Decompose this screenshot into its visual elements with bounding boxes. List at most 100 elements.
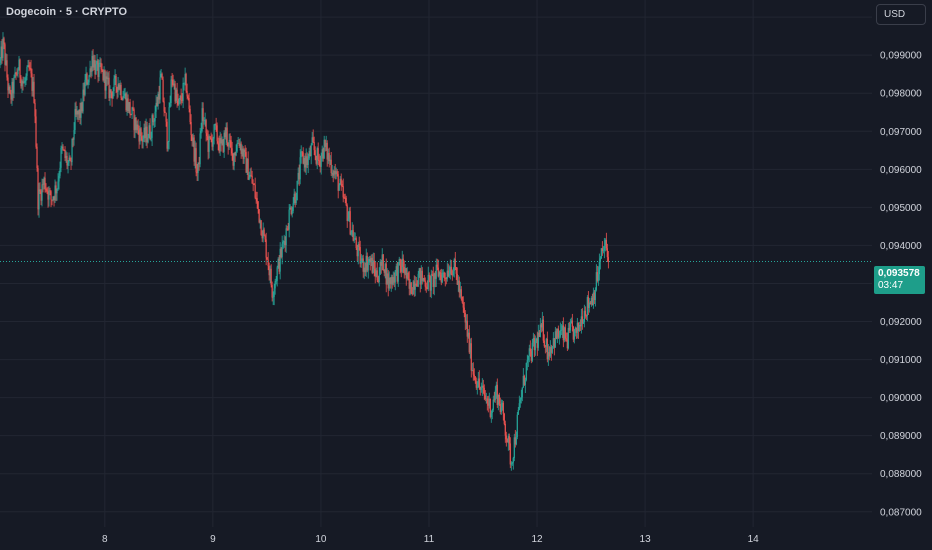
candle-body (5, 60, 7, 65)
candle-body (492, 399, 494, 410)
candle-body (123, 95, 125, 98)
candle-body (166, 121, 168, 149)
candle-body (99, 62, 101, 64)
candle-body (100, 62, 102, 70)
candle-body (482, 385, 484, 388)
candle-body (603, 245, 605, 251)
candle-body (480, 387, 482, 390)
candle-body (98, 63, 100, 78)
candle-body (328, 153, 330, 162)
y-tick-label: 0,096000 (880, 165, 922, 176)
candle-body (537, 332, 539, 348)
candle-body (146, 126, 148, 143)
candle-body (355, 238, 357, 249)
candle-body (484, 395, 486, 399)
candle-body (479, 387, 481, 390)
candle-body (497, 394, 499, 405)
candle-body (154, 111, 156, 122)
candle-body (48, 190, 50, 200)
candle-body (495, 384, 497, 391)
candle-body (37, 168, 39, 210)
candle-body (163, 101, 165, 112)
candle-body (143, 127, 145, 139)
candle-body (182, 83, 184, 101)
candle-body (428, 274, 430, 276)
candle-body (142, 138, 144, 142)
candle-body (302, 152, 304, 164)
candle-body (373, 260, 375, 269)
candle-body (512, 458, 514, 463)
candle-body (135, 117, 137, 130)
candle-body (389, 277, 391, 285)
candle-body (376, 270, 378, 281)
candle-body (499, 403, 501, 413)
candle-body (315, 156, 317, 164)
candle-body (167, 141, 169, 149)
candle-body (298, 172, 300, 180)
candle-body (183, 82, 185, 84)
candle-body (128, 102, 130, 112)
candle-body (161, 73, 163, 80)
candle-body (357, 244, 359, 257)
candle-body (133, 109, 135, 131)
candle-body (71, 138, 73, 163)
candle-body (132, 107, 134, 110)
candle-body (82, 89, 84, 112)
candle-body (58, 175, 60, 182)
candle-body (254, 184, 256, 198)
candle-body (285, 228, 287, 246)
y-tick-label: 0,088000 (880, 469, 922, 480)
candle-body (209, 136, 211, 138)
candle-body (194, 148, 196, 162)
candle-body (437, 267, 439, 277)
candle-body (343, 197, 345, 199)
candle-body (604, 239, 606, 246)
candle-body (545, 338, 547, 347)
candle-body (39, 189, 41, 192)
currency-button[interactable]: USD (876, 4, 926, 25)
candle-body (322, 149, 324, 159)
candle-body (386, 273, 388, 285)
candle-body (192, 137, 194, 141)
candle-body (387, 273, 389, 289)
candle-body (522, 375, 524, 388)
candle-body (140, 128, 142, 137)
candle-body (276, 267, 278, 281)
candle-body (571, 320, 573, 327)
candle-body (475, 381, 477, 388)
candle-body (51, 199, 53, 201)
candle-body (255, 197, 257, 199)
symbol-title[interactable]: Dogecoin · 5 · CRYPTO (6, 6, 128, 18)
candle-body (440, 274, 442, 283)
candle-body (345, 197, 347, 206)
candle-body (496, 384, 498, 405)
candle-body (30, 68, 32, 74)
candle-body (600, 248, 602, 259)
candle-body (431, 274, 433, 276)
candle-body (470, 343, 472, 371)
candle-body (518, 403, 520, 410)
candle-body (308, 151, 310, 159)
candle-body (591, 297, 593, 306)
candle-body (415, 283, 417, 286)
candle-body (84, 79, 86, 95)
candle-body (352, 230, 354, 241)
candle-body (267, 259, 269, 267)
candle-body (570, 320, 572, 324)
candle-body (502, 402, 504, 414)
candle-body (118, 84, 120, 90)
candle-body (191, 135, 193, 141)
candle-body (330, 159, 332, 174)
candle-body (234, 152, 236, 156)
candle-body (144, 127, 146, 138)
candle-body (469, 343, 471, 353)
candle-body (193, 137, 195, 162)
candle-body (535, 338, 537, 341)
candle-body (70, 160, 72, 163)
candle-body (25, 75, 27, 81)
candle-body (526, 360, 528, 363)
candle-body (458, 280, 460, 293)
candle-body (237, 142, 239, 144)
candle-body (524, 379, 526, 385)
